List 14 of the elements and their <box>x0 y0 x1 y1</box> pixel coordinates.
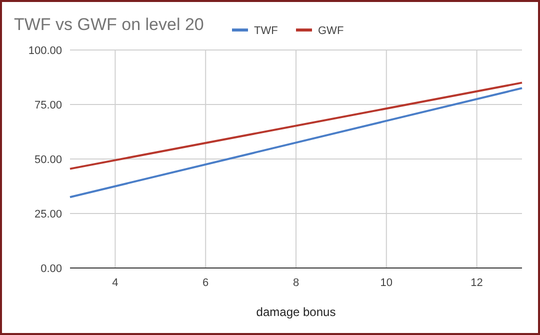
x-tick-label: 4 <box>112 277 118 289</box>
x-tick-label: 6 <box>202 277 209 289</box>
chart-title: TWF vs GWF on level 20 <box>14 15 204 34</box>
x-axis-title: damage bonus <box>256 305 336 319</box>
legend-label: TWF <box>254 24 278 37</box>
x-tick-label: 10 <box>380 277 393 289</box>
y-tick-label: 50.00 <box>34 154 62 166</box>
y-tick-label: 25.00 <box>34 208 62 220</box>
x-tick-label: 8 <box>292 277 300 289</box>
y-tick-label: 75.00 <box>34 99 62 112</box>
legend-label: GWF <box>318 24 344 37</box>
y-tick-label: 100.00 <box>28 44 62 57</box>
y-tick-label: 0.00 <box>40 262 62 275</box>
x-tick-label: 12 <box>470 277 483 289</box>
